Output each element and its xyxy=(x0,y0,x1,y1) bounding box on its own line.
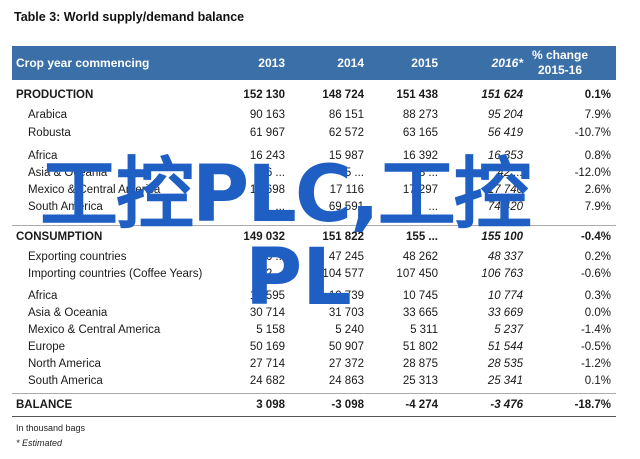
footnote-units: In thousand bags xyxy=(16,423,86,433)
header-2016: 2016* xyxy=(491,56,523,70)
header-pct-change: % change 2015-16 xyxy=(531,48,588,77)
table-row: Mexico & Central America 5 158 5 240 5 3… xyxy=(28,324,611,336)
header-2015: 2015 xyxy=(411,56,438,70)
table-title: Table 3: World supply/demand balance xyxy=(14,10,245,24)
table-row: North America 27 714 27 372 28 875 28 53… xyxy=(28,358,611,370)
table-row: Exporting countries 46 ... 47 245 48 262… xyxy=(28,251,611,263)
table-row: Asia & Oceania 30 714 31 703 33 665 33 6… xyxy=(28,307,611,319)
table-bottom-rule xyxy=(12,416,616,417)
table-row: South America ... 69 591 ... 74 420 7.9% xyxy=(28,201,611,213)
table-row: Asia & Oceania 46 ... 45 ... 48 ... 42 .… xyxy=(28,167,611,179)
table-row: Africa 16 243 15 987 16 392 16 353 0.8% xyxy=(28,150,611,162)
header-2014: 2014 xyxy=(337,56,364,70)
table-row: South America 24 682 24 863 25 313 25 34… xyxy=(28,375,611,387)
table-row: Robusta 61 967 62 572 63 165 56 419 -10.… xyxy=(28,127,611,139)
table-row: Importing countries (Coffee Years) 102 .… xyxy=(28,268,611,280)
row-divider xyxy=(12,225,616,226)
header-2013: 2013 xyxy=(258,56,285,70)
row-divider xyxy=(12,393,616,394)
table-row: Mexico & Central America 16 698 17 116 1… xyxy=(28,184,611,196)
table-row-balance: BALANCE 3 098 -3 098 -4 274 -3 476 -18.7… xyxy=(16,399,611,411)
table-row-consumption: CONSUMPTION 149 032 151 822 155 ... 155 … xyxy=(16,231,611,243)
header-crop-year: Crop year commencing xyxy=(16,56,150,70)
footnote-estimated: * Estimated xyxy=(16,438,63,448)
table-row-production: PRODUCTION 152 130 148 724 151 438 151 6… xyxy=(16,89,611,101)
table-row: Europe 50 169 50 907 51 802 51 544 -0.5% xyxy=(28,341,611,353)
table-header: Crop year commencing 2013 2014 2015 2016… xyxy=(12,46,616,80)
table-row: Africa 10 595 10 739 10 745 10 774 0.3% xyxy=(28,290,611,302)
table-row: Arabica 90 163 86 151 88 273 95 204 7.9% xyxy=(28,109,611,121)
